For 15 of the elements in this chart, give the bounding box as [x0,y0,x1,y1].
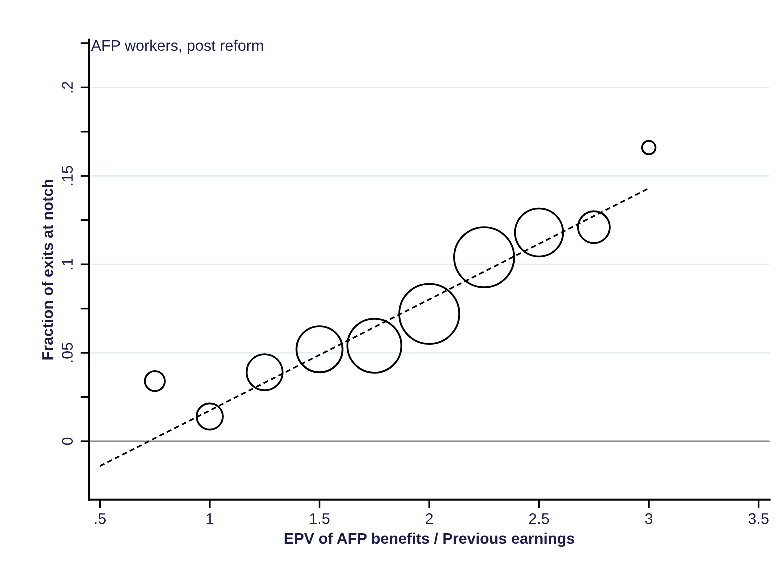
chart-title: AFP workers, post reform [91,40,264,54]
x-tick-label: 1 [206,514,214,524]
y-tick-label: 0 [62,438,74,446]
y-tick-label: .05 [62,343,74,362]
x-tick-label: 2 [426,513,433,524]
y-axis-title: Fraction of exits at notch [42,180,54,360]
x-axis-title: EPV of AFP benefits / Previous earnings [284,532,574,548]
y-tick-label: .15 [62,166,74,186]
x-tick-label: 3 [645,513,653,524]
x-tick-label: 3.5 [748,513,769,524]
y-tick-label: .1 [62,258,73,270]
x-tick-label: 2.5 [529,513,550,524]
x-tick-label: 1.5 [310,514,330,524]
x-tick-label: .5 [95,514,106,524]
y-tick-label: .2 [62,82,73,93]
